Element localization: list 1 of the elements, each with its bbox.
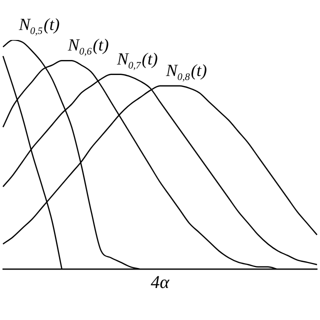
text: 4α xyxy=(150,272,170,292)
